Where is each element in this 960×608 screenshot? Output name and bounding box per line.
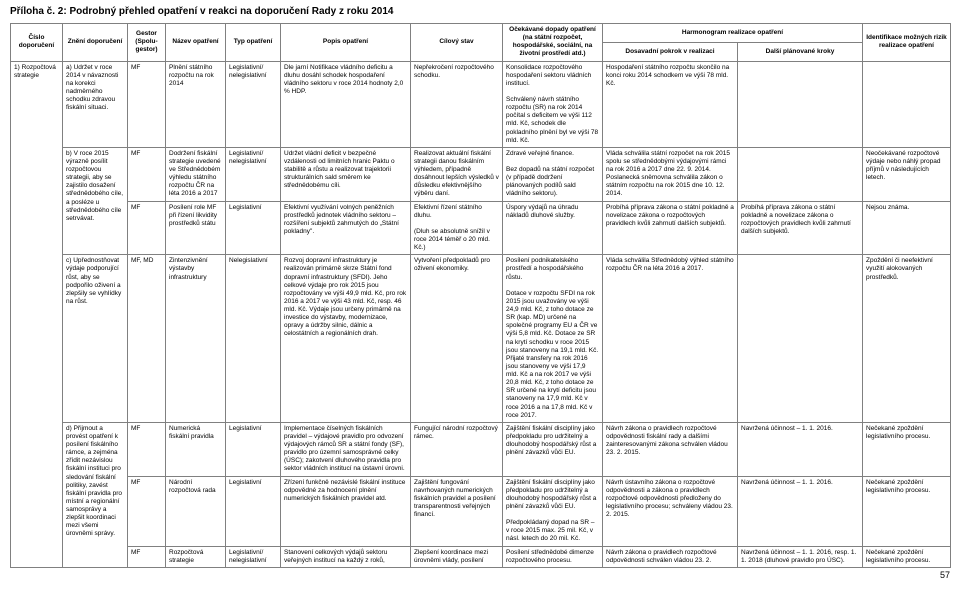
cell-kroky — [738, 61, 863, 147]
cell-dopady: Zdravé veřejné finance.Bez dopadů na stá… — [503, 147, 603, 201]
table-row: c) Upřednostňovat výdaje podporující růs… — [11, 255, 951, 423]
cell-dopady: Zajištění fiskální disciplíny jako předp… — [503, 422, 603, 476]
cell-rizika: Nečekané zpoždění legislativního procesu… — [863, 546, 951, 567]
cell-pokrok: Vláda schválila Střednědobý výhled státn… — [603, 255, 738, 423]
th-cislo: Číslo doporučení — [11, 24, 63, 62]
cell-typ: Nelegislativní — [226, 255, 281, 423]
cell-dopady: Posílení podnikatelského prostředí a hos… — [503, 255, 603, 423]
cell-popis: Zřízení funkčně nezávislé fiskální insti… — [281, 476, 411, 546]
cell-cil: Realizovat aktuální fiskální strategii d… — [411, 147, 503, 201]
cell-kroky: Navržená účinnost – 1. 1. 2016. — [738, 476, 863, 546]
th-popis: Popis opatření — [281, 24, 411, 62]
cell-kroky: Navržená účinnost – 1. 1. 2016. — [738, 422, 863, 476]
th-cil: Cílový stav — [411, 24, 503, 62]
cell-zneni: a) Udržet v roce 2014 v návaznosti na ko… — [63, 61, 128, 147]
th-kroky: Další plánované kroky — [738, 42, 863, 61]
cell-popis: Dle jarní Notifikace vládního deficitu a… — [281, 61, 411, 147]
cell-nazev: Posílení role MF při řízení likvidity pr… — [166, 201, 226, 255]
cell-typ: Legislativní — [226, 422, 281, 476]
cell-cil: Zajištění fungování navrhovaných numeric… — [411, 476, 503, 546]
measures-table: Číslo doporučení Znění doporučení Gestor… — [10, 23, 951, 568]
cell-nazev: Dodržení fiskální strategie uvedené ve S… — [166, 147, 226, 201]
cell-gestor: MF — [128, 147, 166, 201]
cell-gestor: MF — [128, 422, 166, 476]
table-row: MF Národní rozpočtová rada Legislativní … — [11, 476, 951, 546]
cell-rizika: Zpoždění či neefektivní využití alokovan… — [863, 255, 951, 423]
cell-zneni: b) V roce 2015 výrazně posílit rozpočtov… — [63, 147, 128, 255]
cell-dopady: Posílení střednědobé dimenze rozpočtovéh… — [503, 546, 603, 567]
cell-pokrok: Návrh ústavního zákona o rozpočtové odpo… — [603, 476, 738, 546]
cell-rizika: Nečekané zpoždění legislativního procesu… — [863, 422, 951, 476]
cell-cil: Vytvoření předpokladů pro oživení ekonom… — [411, 255, 503, 423]
cell-gestor: MF, MD — [128, 255, 166, 423]
cell-nazev: Numerická fiskální pravidla — [166, 422, 226, 476]
cell-cil: Efektivní řízení státního dluhu.(Dluh se… — [411, 201, 503, 255]
th-harmonogram: Harmonogram realizace opatření — [603, 24, 863, 43]
cell-typ: Legislativní/ nelegislativní — [226, 61, 281, 147]
cell-zneni: c) Upřednostňovat výdaje podporující růs… — [63, 255, 128, 423]
cell-nazev: Národní rozpočtová rada — [166, 476, 226, 546]
th-nazev: Název opatření — [166, 24, 226, 62]
cell-rizika: Nečekané zpoždění legislativního procesu… — [863, 476, 951, 546]
cell-nazev: Plnění státního rozpočtu na rok 2014 — [166, 61, 226, 147]
th-rizika: Identifikace možných rizik realizace opa… — [863, 24, 951, 62]
cell-gestor: MF — [128, 546, 166, 567]
cell-dopady: Zajištění fiskální disciplíny jako předp… — [503, 476, 603, 546]
th-dopady: Očekávané dopady opatření (na státní roz… — [503, 24, 603, 62]
cell-gestor: MF — [128, 201, 166, 255]
cell-kroky — [738, 255, 863, 423]
cell-rizika: Neočekávané rozpočtové výdaje nebo náhlý… — [863, 147, 951, 201]
th-pokrok: Dosavadní pokrok v realizaci — [603, 42, 738, 61]
cell-pokrok: Probíhá příprava zákona o státní pokladn… — [603, 201, 738, 255]
th-gestor: Gestor (Spolu-gestor) — [128, 24, 166, 62]
cell-pokrok: Návrh zákona o pravidlech rozpočtové odp… — [603, 422, 738, 476]
cell-popis: Stanovení celkových výdajů sektoru veřej… — [281, 546, 411, 567]
cell-rizika: Nejsou známa. — [863, 201, 951, 255]
cell-rizika — [863, 61, 951, 147]
table-row: 1) Rozpočtová strategie a) Udržet v roce… — [11, 61, 951, 147]
cell-typ: Legislativní/ nelegislativní — [226, 546, 281, 567]
table-row: MF Rozpočtová strategie Legislativní/ ne… — [11, 546, 951, 567]
cell-kroky: Navržená účinnost – 1. 1. 2016, resp. 1.… — [738, 546, 863, 567]
cell-nazev: Zintenzivnění výstavby infrastruktury — [166, 255, 226, 423]
th-typ: Typ opatření — [226, 24, 281, 62]
cell-nazev: Rozpočtová strategie — [166, 546, 226, 567]
page-number: 57 — [10, 570, 950, 580]
cell-popis: Efektivní využívání volných peněžních pr… — [281, 201, 411, 255]
table-row: b) V roce 2015 výrazně posílit rozpočtov… — [11, 147, 951, 201]
cell-cil: Fungující národní rozpočtový rámec. — [411, 422, 503, 476]
page-title: Příloha č. 2: Podrobný přehled opatření … — [10, 6, 950, 17]
cell-pokrok: Vláda schválila státní rozpočet na rok 2… — [603, 147, 738, 201]
cell-pokrok: Návrh zákona o pravidlech rozpočtové odp… — [603, 546, 738, 567]
table-row: d) Přijmout a provést opatření k posílen… — [11, 422, 951, 476]
cell-typ: Legislativní — [226, 476, 281, 546]
cell-gestor: MF — [128, 476, 166, 546]
th-zneni: Znění doporučení — [63, 24, 128, 62]
cell-dopady: Konsolidace rozpočtového hospodaření sek… — [503, 61, 603, 147]
cell-cil: Zlepšení koordinace mezi úrovněmi vlády,… — [411, 546, 503, 567]
cell-typ: Legislativní — [226, 201, 281, 255]
cell-zneni: d) Přijmout a provést opatření k posílen… — [63, 422, 128, 567]
cell-typ: Legislativní/ nelegislativní — [226, 147, 281, 201]
cell-kroky: Probíhá příprava zákona o státní pokladn… — [738, 201, 863, 255]
cell-popis: Rozvoj dopravní infrastruktury je realiz… — [281, 255, 411, 423]
cell-gestor: MF — [128, 61, 166, 147]
cell-dopady: Úspory výdajů na úhradu nákladů dluhové … — [503, 201, 603, 255]
cell-pokrok: Hospodaření státního rozpočtu skončilo n… — [603, 61, 738, 147]
table-row: MF Posílení role MF při řízení likvidity… — [11, 201, 951, 255]
cell-popis: Udržet vládní deficit v bezpečné vzdálen… — [281, 147, 411, 201]
cell-popis: Implementace číselných fiskálních pravid… — [281, 422, 411, 476]
cell-cil: Nepřekročení rozpočtového schodku. — [411, 61, 503, 147]
cell-kroky — [738, 147, 863, 201]
cell-num: 1) Rozpočtová strategie — [11, 61, 63, 567]
